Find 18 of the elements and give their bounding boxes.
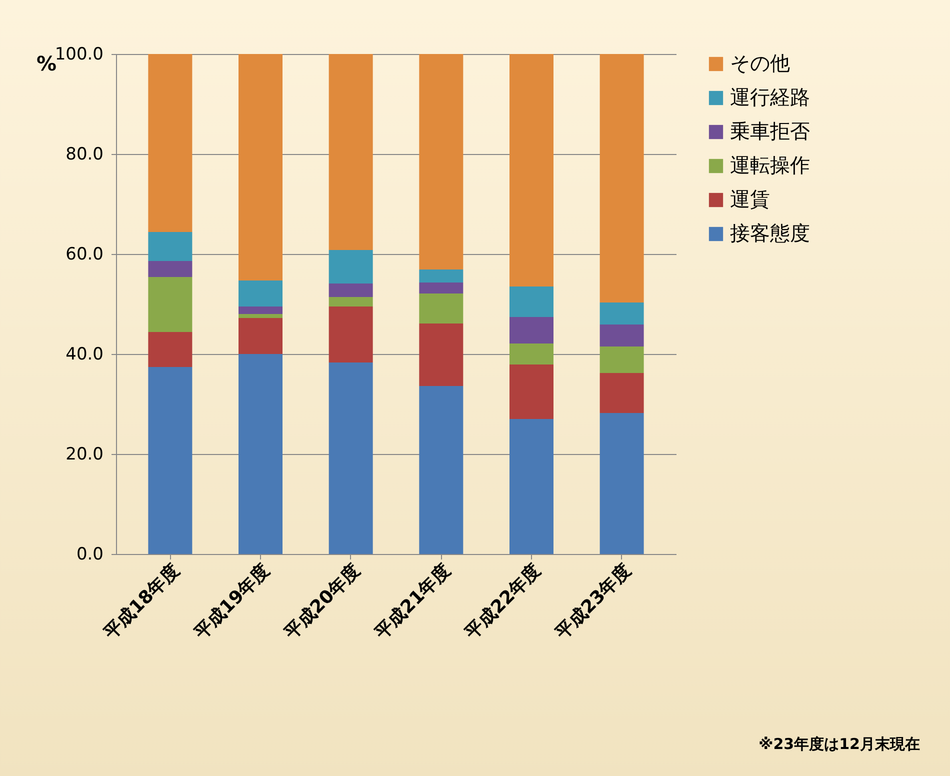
legend-label: 運賃 xyxy=(730,187,770,211)
x-tick-label: 平成22年度 xyxy=(460,560,545,644)
legend-label: 運行経路 xyxy=(730,85,810,109)
y-tick-label: 80.0 xyxy=(66,144,104,164)
legend-label: その他 xyxy=(730,51,790,75)
x-tick-label: 平成20年度 xyxy=(280,560,364,644)
x-tick-label: 平成23年度 xyxy=(551,560,636,644)
legend-label: 接客態度 xyxy=(730,221,810,245)
y-tick-label: 100.0 xyxy=(54,44,104,64)
y-axis-title: % xyxy=(36,52,56,76)
y-tick-label: 20.0 xyxy=(66,444,104,464)
legend-label: 乗車拒否 xyxy=(730,119,810,143)
text: ※23年度は12月末現在 xyxy=(758,735,920,754)
x-tick-label: 平成21年度 xyxy=(370,560,455,644)
y-tick-label: 60.0 xyxy=(66,244,104,264)
y-tick-label: 40.0 xyxy=(66,344,104,364)
legend-label: 運転操作 xyxy=(730,153,810,177)
x-tick-label: 平成19年度 xyxy=(190,560,274,644)
